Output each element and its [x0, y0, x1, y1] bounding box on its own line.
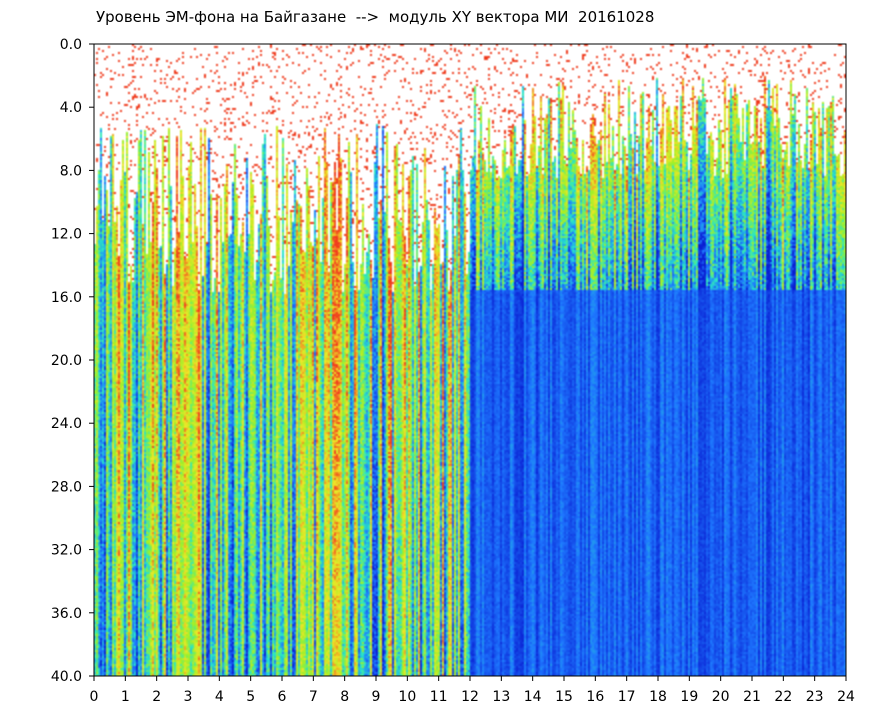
y-axis: 0.0 4.0 8.0 12.0 16.0 20.0 24.0 28.0 32.0 36.0 40.… [51, 37, 94, 685]
y-tick-label: 24.0 [51, 416, 82, 432]
x-tick-label: 17 [618, 689, 636, 705]
y-tick-label: 36.0 [51, 606, 82, 622]
chart-title: Уровень ЭМ-фона на Байгазане --> модуль … [96, 8, 655, 26]
x-tick-label: 18 [649, 689, 667, 705]
x-tick-label: 16 [586, 689, 604, 705]
x-tick-label: 8 [340, 689, 349, 705]
x-tick-label: 3 [184, 689, 193, 705]
x-tick-label: 0 [90, 689, 99, 705]
x-tick-label: 2 [152, 689, 161, 705]
y-tick-label: 20.0 [51, 353, 82, 369]
x-tick-label: 12 [461, 689, 479, 705]
x-tick-label: 9 [372, 689, 381, 705]
y-tick-label: 40.0 [51, 669, 82, 685]
y-tick-label: 0.0 [60, 37, 82, 53]
x-tick-label: 7 [309, 689, 318, 705]
x-tick-label: 10 [398, 689, 416, 705]
heatmap-image [94, 44, 846, 676]
x-tick-label: 4 [215, 689, 224, 705]
x-tick-label: 23 [806, 689, 824, 705]
x-axis: 0 1 2 3 4 5 6 7 8 9 10 11 12 13 14 15 16 17 18 19 20 21 22 23 24 [90, 676, 855, 705]
x-tick-label: 19 [680, 689, 698, 705]
x-tick-label: 13 [492, 689, 510, 705]
x-tick-label: 22 [774, 689, 792, 705]
y-tick-label: 12.0 [51, 227, 82, 243]
y-tick-label: 8.0 [60, 163, 82, 179]
x-tick-label: 14 [524, 689, 542, 705]
x-tick-label: 15 [555, 689, 573, 705]
x-tick-label: 21 [743, 689, 761, 705]
x-tick-label: 1 [121, 689, 130, 705]
x-tick-label: 11 [430, 689, 448, 705]
x-tick-label: 5 [246, 689, 255, 705]
y-tick-label: 28.0 [51, 479, 82, 495]
x-tick-label: 6 [278, 689, 287, 705]
plot-area [93, 43, 847, 677]
y-tick-label: 16.0 [51, 290, 82, 306]
y-tick-label: 32.0 [51, 543, 82, 559]
x-tick-label: 20 [712, 689, 730, 705]
x-tick-label: 24 [837, 689, 855, 705]
y-tick-label: 4.0 [60, 100, 82, 116]
